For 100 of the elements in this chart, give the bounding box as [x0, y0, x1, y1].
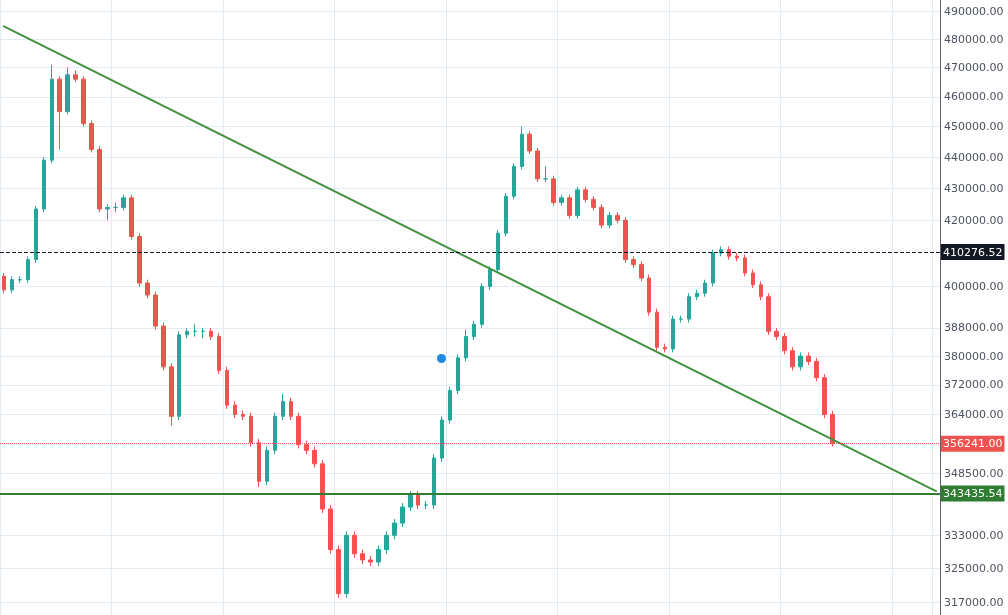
candlestick [599, 203, 604, 229]
y-tick-label: 470000.00 [944, 61, 1004, 75]
candlestick [10, 275, 14, 294]
candlestick [121, 194, 126, 212]
candlestick [73, 69, 78, 83]
candlestick [806, 352, 811, 366]
candlestick [496, 229, 500, 274]
candlestick [225, 366, 229, 410]
ref-line-label: 356241.00 [943, 437, 1003, 451]
candlestick [440, 415, 444, 463]
candlestick [408, 490, 413, 512]
candlestick [169, 362, 174, 427]
candlestick [217, 332, 221, 375]
candlestick [456, 353, 460, 395]
candlestick [695, 289, 699, 301]
candlestick [42, 156, 46, 213]
candlestick [735, 252, 739, 262]
y-tick-label: 372000.00 [944, 378, 1004, 392]
y-tick-label: 420000.00 [944, 213, 1004, 227]
candlestick [687, 292, 691, 324]
ref-line-label: 343435.54 [943, 486, 1003, 500]
candlestick [751, 269, 755, 289]
ref-line-label: 410276.52 [943, 245, 1003, 259]
y-tick-label: 430000.00 [944, 181, 1004, 195]
candlestick [535, 147, 540, 183]
candlestick [448, 386, 452, 425]
candlestick [145, 279, 150, 299]
candlestick [193, 323, 197, 338]
candlestick [97, 145, 102, 213]
candlestick [153, 291, 158, 331]
candlestick [759, 280, 763, 301]
candlestick [671, 315, 675, 354]
candlestick [655, 308, 659, 352]
candlestick [575, 186, 580, 220]
y-tick-label: 460000.00 [944, 90, 1004, 104]
candlestick [400, 502, 405, 528]
candlestick [360, 549, 365, 565]
candlestick [344, 530, 349, 599]
candlestick [105, 203, 110, 221]
candlestick [336, 544, 341, 599]
candlestick [567, 194, 572, 220]
candlestick [241, 410, 245, 421]
candlestick [281, 393, 285, 421]
candlestick [384, 530, 389, 555]
candlestick [703, 279, 707, 298]
candlestick [273, 412, 277, 455]
candlestick [209, 327, 213, 341]
candlestick [615, 211, 620, 224]
candlestick [129, 194, 134, 241]
y-tick-label: 388000.00 [944, 321, 1004, 335]
candlestick [89, 120, 94, 153]
candlestick [504, 192, 508, 237]
candlestick [551, 175, 556, 207]
candlestick [352, 530, 357, 559]
candlestick [607, 211, 612, 229]
candlestick [480, 282, 484, 329]
candlestick [368, 555, 373, 567]
candlestick [488, 265, 492, 291]
y-tick-label: 450000.00 [944, 120, 1004, 134]
candlestick [782, 332, 787, 355]
y-tick-label: 348500.00 [944, 467, 1004, 481]
candlestick [774, 327, 779, 341]
candlestick [464, 329, 468, 362]
y-tick-label: 480000.00 [944, 32, 1004, 46]
candlestick [328, 504, 333, 555]
candlestick [50, 64, 54, 164]
candlestick [663, 343, 667, 354]
candlestick [543, 165, 548, 183]
candlestick [822, 373, 827, 419]
candlestick [320, 459, 325, 514]
candlestick [57, 75, 62, 150]
y-tick-label: 380000.00 [944, 349, 1004, 363]
y-tick-label: 364000.00 [944, 407, 1004, 421]
candlestick [623, 216, 628, 264]
y-tick-label: 400000.00 [944, 279, 1004, 293]
candlestick [265, 446, 269, 486]
candlestick [432, 453, 436, 510]
y-tick-label: 490000.00 [944, 4, 1004, 18]
candlestick [647, 274, 651, 317]
candlestick [814, 357, 819, 382]
candlestick [26, 255, 30, 284]
candlestick [583, 186, 588, 204]
candlestick [161, 322, 166, 371]
y-tick-label: 333000.00 [944, 528, 1004, 542]
candlestick [743, 254, 747, 277]
candlestick [631, 255, 636, 269]
y-tick-label: 325000.00 [944, 561, 1004, 575]
candlestick [559, 194, 564, 207]
candlestick [416, 490, 420, 510]
y-tick-label: 317000.00 [944, 595, 1004, 609]
candlestick [520, 126, 524, 170]
candlestick [81, 75, 86, 128]
candlestick [790, 346, 795, 371]
candlestick [392, 518, 397, 540]
candlestick [472, 320, 476, 341]
candlestick [766, 292, 771, 336]
candlestick [2, 272, 6, 294]
candlestick [639, 260, 644, 282]
candlestick [711, 249, 715, 287]
y-tick-label: 440000.00 [944, 150, 1004, 164]
